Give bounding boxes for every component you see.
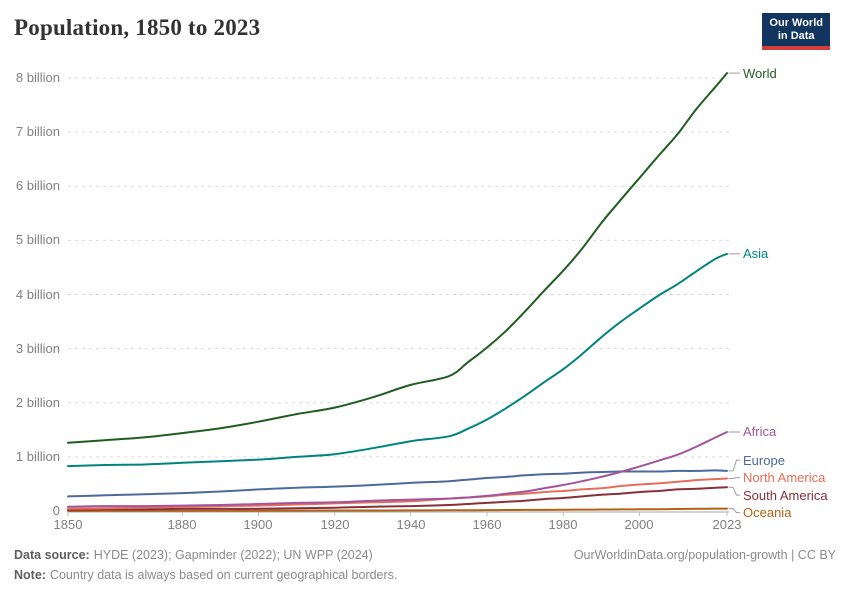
data-source-text: HYDE (2023); Gapminder (2022); UN WPP (2… xyxy=(93,548,373,562)
label-connector xyxy=(728,477,740,479)
series-label-africa[interactable]: Africa xyxy=(743,424,777,439)
series-line-africa[interactable] xyxy=(67,431,728,508)
x-axis-label: 1850 xyxy=(53,517,83,532)
series-label-south-america[interactable]: South America xyxy=(743,488,828,503)
label-connector xyxy=(728,486,740,496)
y-axis-label: 8 billion xyxy=(15,70,60,85)
series-label-oceania[interactable]: Oceania xyxy=(743,505,792,520)
page-title: Population, 1850 to 2023 xyxy=(14,15,261,40)
chart-footer: Data source: HYDE (2023); Gapminder (2022… xyxy=(14,545,836,585)
y-axis-label: 3 billion xyxy=(15,340,60,356)
series-label-world[interactable]: World xyxy=(743,66,777,81)
label-connector xyxy=(728,508,740,514)
data-source-label: Data source: xyxy=(14,548,90,562)
owid-logo-line1: Our World xyxy=(769,17,823,29)
x-axis-label: 1920 xyxy=(320,517,350,532)
x-axis-label: 1960 xyxy=(472,517,502,532)
y-axis-label: 5 billion xyxy=(15,232,60,248)
y-axis-label: 1 billion xyxy=(15,448,60,464)
x-axis-label: 1900 xyxy=(243,517,273,532)
series-label-asia[interactable]: Asia xyxy=(743,246,769,261)
label-connector xyxy=(728,459,740,472)
series-line-world[interactable] xyxy=(67,72,728,444)
owid-logo-line2: in Data xyxy=(777,30,815,42)
x-axis-label: 1940 xyxy=(396,517,426,532)
series-line-south-america[interactable] xyxy=(67,486,728,511)
note-text: Country data is always based on current … xyxy=(49,568,398,582)
y-axis-label: 7 billion xyxy=(15,124,60,140)
footer-source-note: Data source: HYDE (2023); Gapminder (2022… xyxy=(14,545,397,585)
x-axis-label: 1980 xyxy=(548,517,578,532)
series-line-oceania[interactable] xyxy=(67,507,728,512)
series-line-asia[interactable] xyxy=(67,252,728,468)
y-axis-label: 6 billion xyxy=(15,178,60,194)
note-label: Note: xyxy=(14,568,46,582)
series-label-north-america[interactable]: North America xyxy=(743,470,826,485)
owid-logo[interactable]: Our World in Data xyxy=(762,13,830,50)
series-label-europe[interactable]: Europe xyxy=(743,453,785,468)
x-axis-label: 2000 xyxy=(624,517,654,532)
x-axis-label: 1880 xyxy=(167,517,197,532)
y-axis-label: 4 billion xyxy=(15,286,60,302)
x-axis-label: 2023 xyxy=(712,517,742,532)
y-axis-label: 2 billion xyxy=(15,394,60,410)
footer-credit-link[interactable]: OurWorldinData.org/population-growth | C… xyxy=(573,548,836,562)
series-line-europe[interactable] xyxy=(67,469,728,498)
y-axis-label: 0 xyxy=(52,503,60,518)
